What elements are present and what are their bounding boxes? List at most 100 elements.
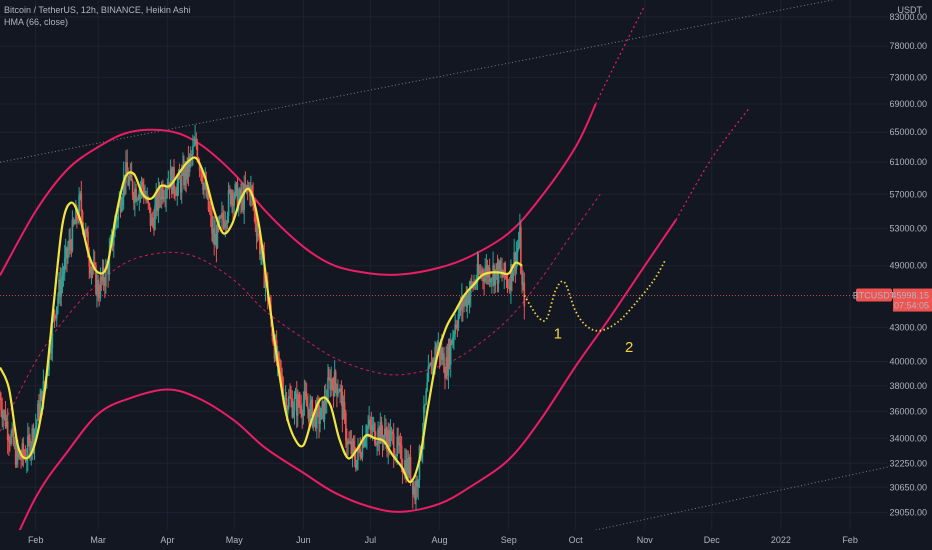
candle-body [390, 431, 393, 433]
candle-body [253, 205, 256, 210]
candle-body [242, 193, 244, 211]
candle-body [64, 247, 67, 258]
candle-body [294, 393, 297, 399]
candle-body [147, 197, 150, 204]
candle-body [84, 229, 87, 235]
candle-body [142, 187, 145, 198]
candle-body [455, 324, 457, 328]
trendline-top [0, 0, 835, 163]
candle-body [452, 336, 454, 345]
candle-body [29, 438, 31, 456]
candle-body [432, 359, 434, 375]
candle-body [32, 428, 35, 446]
candle-body [208, 210, 211, 213]
candle-body [435, 347, 437, 355]
candle-body [127, 176, 129, 186]
candle-body [258, 233, 260, 235]
candle-body [425, 390, 427, 405]
candle-body [478, 271, 481, 274]
candle-body [464, 295, 466, 301]
candle-body [513, 252, 515, 272]
candle-body [173, 167, 175, 190]
candle-body [80, 193, 83, 212]
candle-body [77, 218, 79, 220]
symbol-title[interactable]: Bitcoin / TetherUS, 12h, BINANCE, Heikin… [4, 5, 191, 15]
candle-body [91, 269, 94, 271]
candle-body [434, 347, 436, 365]
candle-body [457, 313, 460, 328]
candle-body [378, 428, 381, 445]
candle-body [66, 247, 68, 259]
candle-body [503, 263, 506, 278]
candle-body [104, 282, 106, 287]
price-tick-label: 29050.00 [889, 508, 927, 518]
time-axis[interactable]: Feb Mar Apr May Jun Jul Aug Sep Oct Nov Dec 2022 Feb [0, 530, 932, 550]
candle-body [291, 398, 294, 417]
candle-body [33, 429, 36, 446]
candle-body [334, 371, 337, 385]
candle-body [389, 431, 392, 447]
candle-body [346, 440, 348, 445]
candle-body [245, 185, 248, 190]
candle-body [299, 404, 301, 406]
candle-body [41, 391, 44, 408]
candle-body [234, 184, 237, 198]
candle-body [416, 480, 419, 488]
candle-body [340, 388, 343, 392]
candle-body [288, 396, 290, 408]
price-tick-label: 73000.00 [889, 72, 927, 82]
candle-body [264, 281, 267, 288]
candle-body [238, 189, 241, 198]
candle-body [323, 395, 326, 420]
candle-body [329, 377, 332, 390]
candle-body [502, 275, 504, 278]
candle-body [255, 224, 258, 237]
candle-body [445, 357, 448, 379]
candle-body [207, 191, 210, 211]
candle-body [359, 449, 362, 457]
candle-body [58, 279, 60, 298]
candle-body [372, 423, 375, 425]
time-tick-label: Dec [704, 535, 721, 545]
candle-body [412, 486, 415, 495]
candle-body [439, 347, 442, 357]
channel-lower-extension [675, 107, 751, 221]
candle-body [90, 269, 93, 274]
candle-body [20, 459, 22, 461]
candle-body [177, 173, 180, 184]
candle-body [12, 428, 15, 445]
annotations: 12 [554, 325, 634, 356]
candle-body [348, 441, 350, 443]
candle-body [126, 162, 128, 177]
candle-body [175, 193, 178, 196]
candle-body [128, 178, 131, 186]
candle-body [307, 406, 309, 410]
candle-body [100, 277, 103, 281]
candle-body [34, 425, 37, 430]
candle-body [18, 454, 20, 457]
candle-body [187, 157, 190, 172]
candle-body [35, 420, 38, 426]
candle-body [148, 203, 151, 208]
candle-body [461, 297, 463, 311]
candle-body [515, 252, 518, 270]
candle-body [254, 209, 257, 225]
candle-body [360, 456, 363, 458]
price-axis[interactable]: 83000.00 78000.00 73000.00 69000.00 65000.00… [888, 0, 932, 550]
bar-countdown: 07:54:05 [894, 301, 929, 311]
indicator-title[interactable]: HMA (66, close) [4, 17, 69, 27]
candle-body [411, 478, 414, 495]
candle-body [406, 458, 408, 479]
candle-body [522, 282, 524, 285]
candle-body [235, 183, 238, 185]
candle-body [482, 269, 484, 277]
candle-body [448, 344, 451, 365]
candle-body [214, 233, 216, 246]
time-tick-label: Oct [569, 535, 584, 545]
candle-body [441, 353, 444, 360]
annotation-label: 2 [625, 339, 633, 356]
candle-body [153, 220, 155, 230]
candle-body [385, 428, 387, 438]
candle-body [423, 405, 425, 436]
